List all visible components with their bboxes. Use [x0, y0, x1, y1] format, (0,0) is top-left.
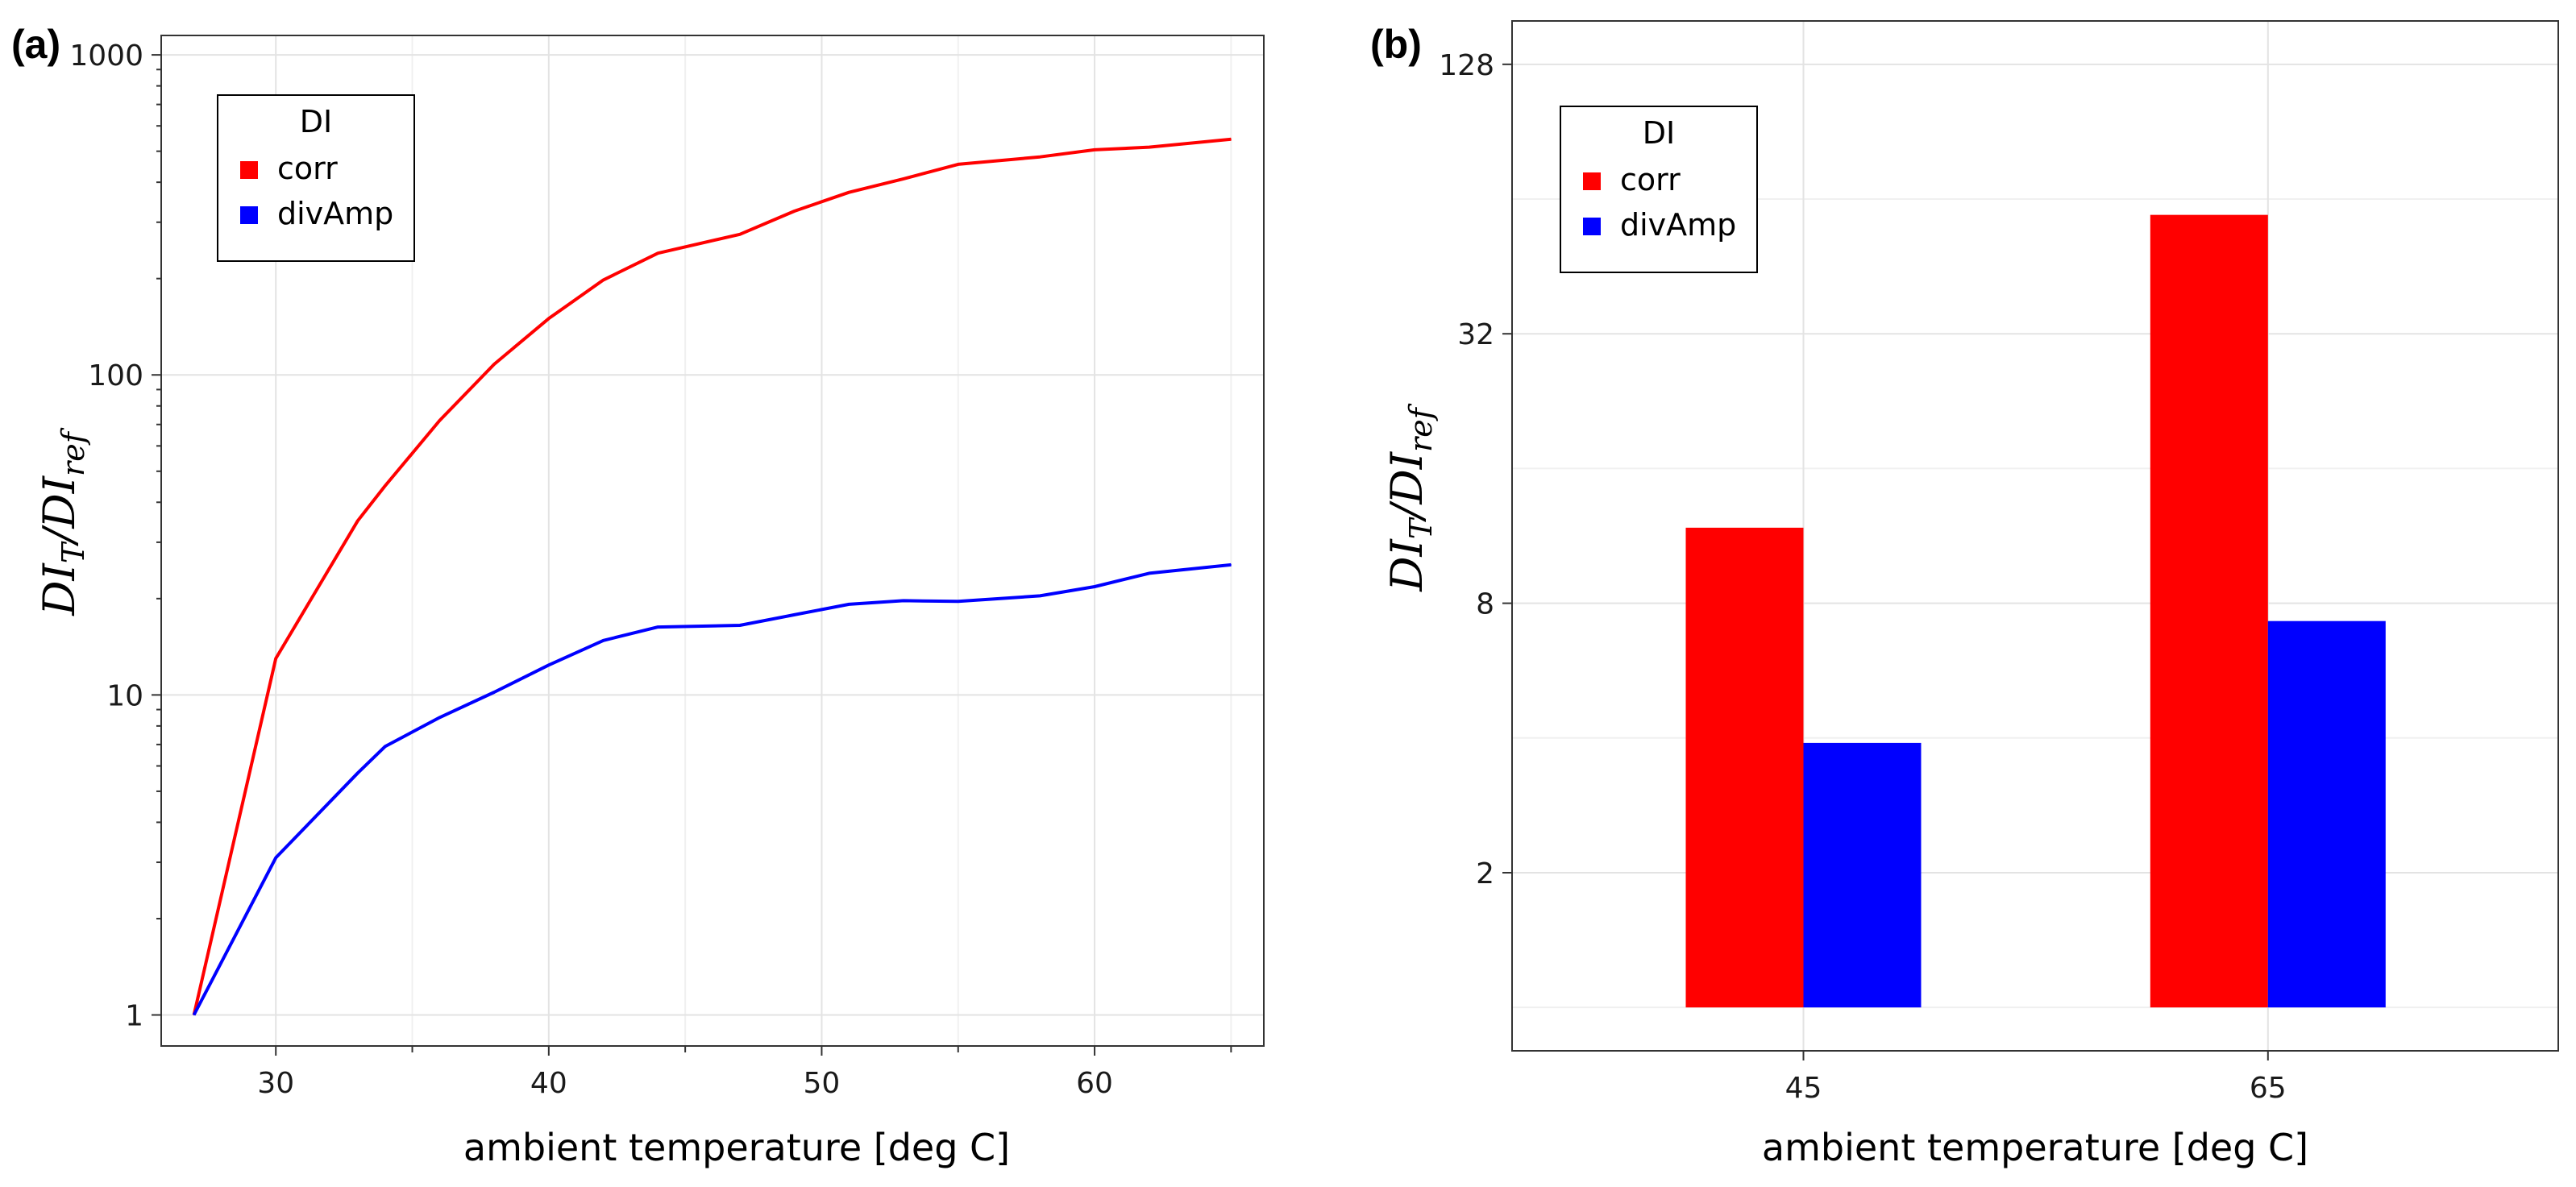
b-plot-frame — [1511, 20, 2559, 1052]
a-x-axis-label: ambient temperature [deg C] — [463, 1126, 1010, 1169]
a-y-axis-label-numerator-sub: T — [56, 541, 91, 563]
a-data-point-divAmp — [1094, 586, 1095, 587]
a-y-axis-label-numerator: DI — [34, 562, 85, 616]
a-data-point-corr — [438, 420, 440, 421]
a-x-tick-label: 30 — [257, 1067, 294, 1100]
a-plot-frame — [160, 35, 1265, 1047]
a-data-point-divAmp — [793, 614, 796, 616]
a-legend-title: DI — [300, 104, 332, 139]
b-legend-label-divAmp: divAmp — [1620, 207, 1736, 243]
a-x-tick-label: 40 — [530, 1067, 567, 1100]
b-legend-swatch-divAmp — [1583, 218, 1601, 235]
a-legend-swatch-corr — [240, 161, 258, 179]
b-x-tick-label: 65 — [2250, 1072, 2287, 1105]
a-data-point-divAmp — [903, 600, 904, 602]
b-y-axis-label-denominator-sub: ref — [1403, 403, 1439, 452]
b-legend-title: DI — [1643, 115, 1675, 151]
a-data-point-divAmp — [548, 664, 550, 666]
b-legend-swatch-corr — [1583, 172, 1601, 190]
a-data-point-divAmp — [357, 772, 359, 774]
b-y-axis-label-slash: /DI — [1381, 450, 1432, 522]
a-data-point-corr — [384, 485, 386, 487]
a-series-line-divAmp — [192, 562, 1232, 1016]
a-data-point-corr — [548, 318, 550, 319]
a-data-point-corr — [903, 178, 904, 180]
a-y-tick-label: 10 — [106, 679, 143, 712]
line-chart-panel-a: 30 40 50 60 1 10 100 1000 ambient temperature [d… — [34, 35, 1265, 1169]
b-y-axis-label-numerator: DI — [1381, 537, 1432, 591]
a-data-point-corr — [493, 363, 495, 365]
b-x-tick-label: 45 — [1785, 1072, 1822, 1105]
a-data-point-divAmp — [493, 691, 495, 693]
b-bar-divAmp-45 — [1803, 742, 1922, 1008]
a-data-point-corr — [848, 192, 850, 193]
a-legend-label-divAmp: divAmp — [277, 196, 393, 231]
a-data-point-corr — [657, 252, 659, 254]
b-x-axis-label: ambient temperature [deg C] — [1762, 1126, 2308, 1169]
a-data-point-corr — [793, 210, 796, 212]
a-data-point-corr — [1039, 156, 1041, 158]
a-y-axis-label: DIT/DIref — [34, 427, 91, 616]
bar-chart-panel-b: 2 8 32 128 45 65 ambient temperature [deg C] DI… — [1381, 20, 2559, 1169]
a-y-tick-label: 100 — [88, 359, 143, 392]
a-y-tick-label: 1 — [125, 1000, 143, 1033]
a-series-line-corr — [192, 137, 1232, 1015]
b-y-axis-label: DIT/DIref — [1381, 403, 1439, 591]
a-data-point-divAmp — [1230, 564, 1232, 566]
a-data-point-divAmp — [438, 716, 440, 719]
a-data-point-divAmp — [657, 626, 659, 628]
b-y-tick-label: 8 — [1476, 588, 1494, 621]
b-y-axis-label-numerator-sub: T — [1403, 517, 1439, 539]
a-legend-swatch-divAmp — [240, 206, 258, 224]
a-data-point-corr — [1094, 149, 1095, 151]
b-legend-label-corr: corr — [1620, 162, 1681, 197]
a-y-axis-label-slash: /DI — [34, 475, 85, 546]
a-x-tick-label: 50 — [804, 1067, 841, 1100]
a-data-point-divAmp — [384, 745, 386, 747]
panel-label-a: (a) — [11, 22, 60, 67]
b-bar-corr-45 — [1685, 527, 1804, 1008]
a-data-point-divAmp — [602, 640, 605, 641]
b-y-tick-label: 128 — [1439, 49, 1494, 82]
a-y-axis-label-denominator-sub: ref — [56, 427, 91, 476]
panel-label-b: (b) — [1370, 22, 1422, 67]
a-y-tick-label: 1000 — [69, 39, 143, 73]
b-y-tick-label: 2 — [1476, 857, 1494, 890]
a-legend-label-corr: corr — [277, 151, 338, 186]
a-x-tick-label: 60 — [1076, 1067, 1113, 1100]
b-bar-corr-65 — [2150, 214, 2268, 1008]
b-bar-divAmp-65 — [2267, 620, 2386, 1008]
b-y-tick-label: 32 — [1457, 318, 1494, 351]
